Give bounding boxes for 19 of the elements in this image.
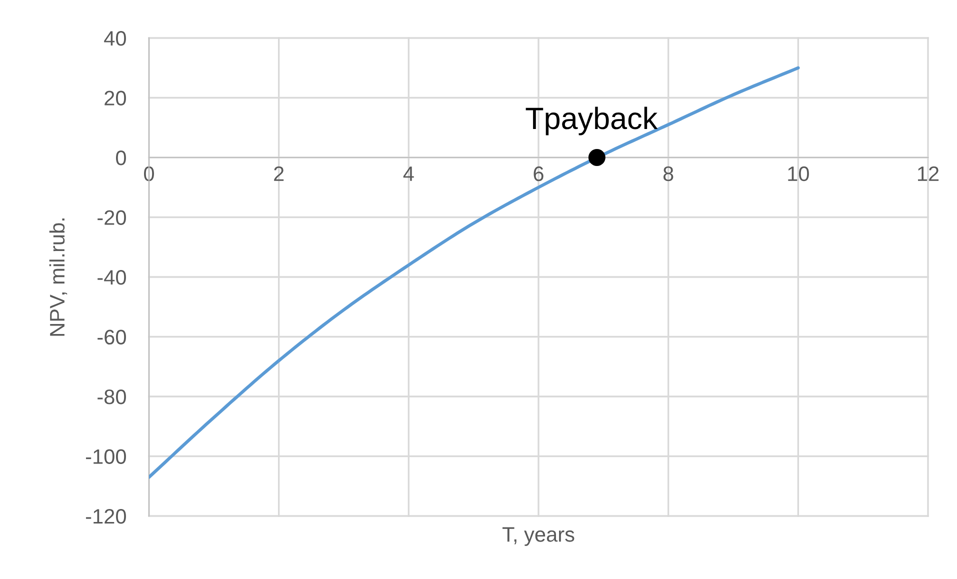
y-tick-label: 40 (104, 31, 126, 46)
x-tick-label: 10 (788, 166, 809, 182)
x-axis-title: T, years (502, 527, 574, 546)
y-tick-label: -20 (98, 210, 126, 226)
x-tick-label: 4 (403, 166, 414, 181)
x-tick-label: 6 (534, 166, 544, 182)
y-axis-title: NPV, mil.rub. (49, 218, 68, 336)
x-tick-label: 8 (663, 166, 674, 182)
x-tick-label: 2 (274, 166, 284, 181)
y-tick-label: -120 (86, 509, 126, 524)
annotation: Tpayback (526, 106, 658, 136)
y-tick-label: -60 (98, 330, 126, 345)
x-tick-label: 12 (918, 166, 939, 181)
y-tick-label: -40 (98, 270, 126, 285)
y-tick-label: -80 (98, 390, 126, 404)
y-tick-label: 20 (104, 90, 126, 106)
x-tick-label: 0 (144, 166, 154, 182)
y-tick-label: 0 (116, 150, 126, 166)
y-tick-label: -100 (86, 449, 126, 464)
